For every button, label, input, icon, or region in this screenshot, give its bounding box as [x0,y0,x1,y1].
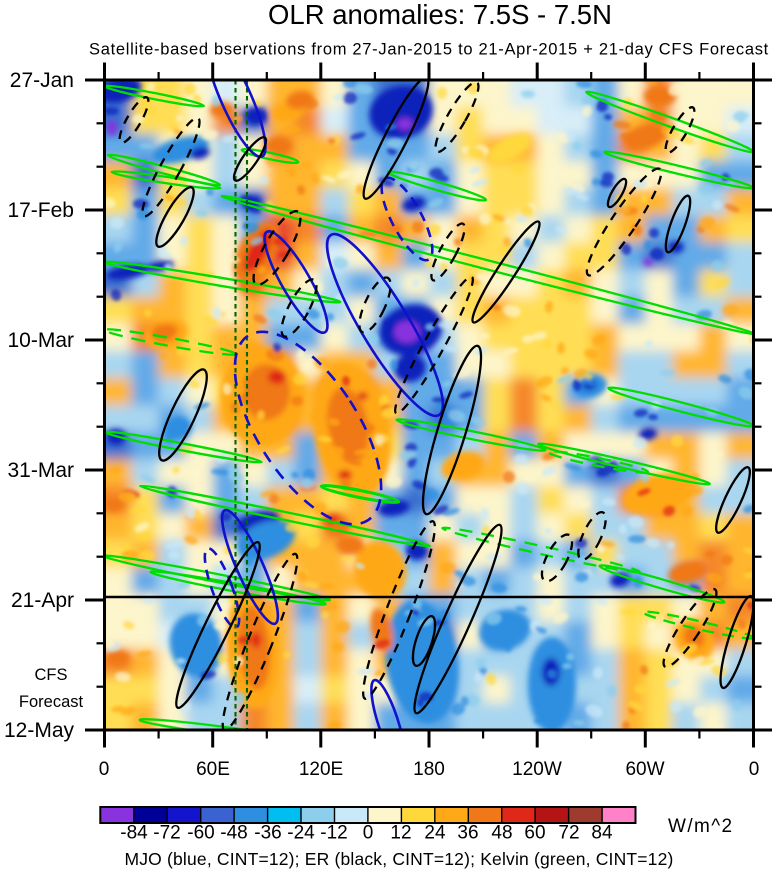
svg-text:12-May: 12-May [4,719,75,742]
svg-text:MJO (blue, CINT=12); ER (black: MJO (blue, CINT=12); ER (black, CINT=12)… [124,849,673,869]
svg-text:0: 0 [363,823,374,844]
svg-text:36: 36 [457,823,478,844]
svg-text:-24: -24 [287,823,315,844]
svg-text:10-Mar: 10-Mar [7,329,74,352]
svg-text:48: 48 [491,823,512,844]
svg-text:-60: -60 [187,823,214,844]
svg-text:Satellite-based bservations fr: Satellite-based bservations from 27-Jan-… [89,41,769,59]
svg-text:-36: -36 [254,823,281,844]
svg-text:24: 24 [424,823,446,844]
svg-text:-48: -48 [220,823,247,844]
svg-text:60E: 60E [196,759,230,780]
svg-text:0: 0 [99,759,110,780]
svg-text:21-Apr: 21-Apr [11,589,74,612]
svg-text:W/m^2: W/m^2 [668,816,734,837]
svg-text:-84: -84 [120,823,148,844]
svg-text:Forecast: Forecast [19,693,84,711]
svg-text:120E: 120E [299,759,343,780]
svg-text:60W: 60W [625,759,664,780]
svg-text:17-Feb: 17-Feb [7,199,74,222]
svg-text:180: 180 [413,759,445,780]
svg-text:CFS: CFS [35,666,68,684]
svg-text:72: 72 [558,823,579,844]
svg-text:12: 12 [390,823,411,844]
svg-text:27-Jan: 27-Jan [10,69,74,92]
svg-text:OLR anomalies: 7.5S - 7.5N: OLR anomalies: 7.5S - 7.5N [268,0,612,30]
svg-text:60: 60 [524,823,545,844]
svg-text:31-Mar: 31-Mar [7,459,74,482]
svg-text:120W: 120W [512,759,562,780]
svg-text:-12: -12 [320,823,347,844]
svg-text:84: 84 [591,823,613,844]
svg-text:0: 0 [749,759,760,780]
svg-text:-72: -72 [153,823,180,844]
